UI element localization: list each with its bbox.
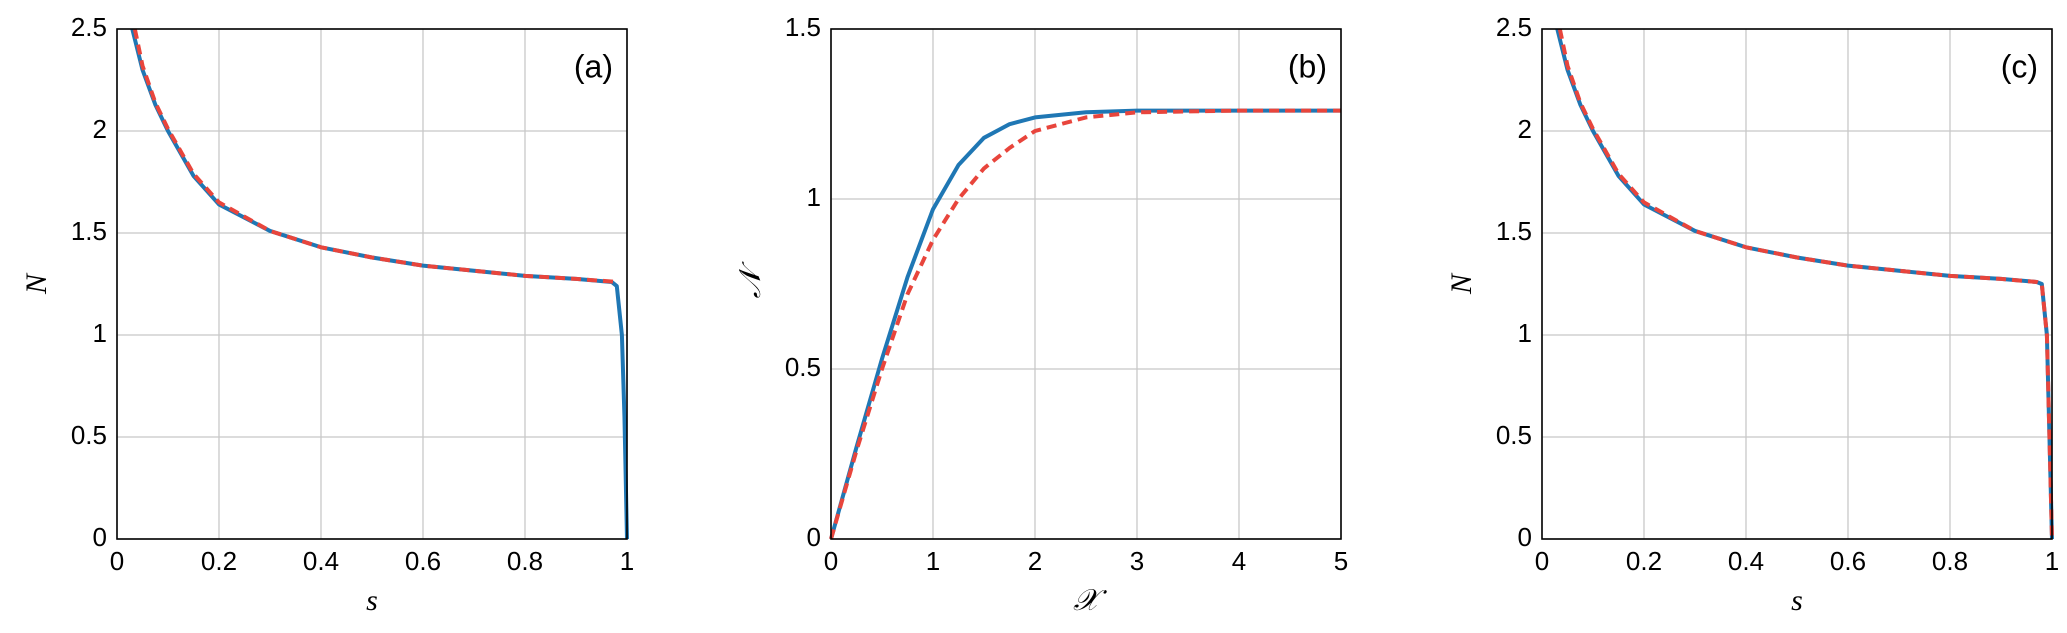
y-tick-label: 1.5 <box>71 216 107 246</box>
plot-frame <box>830 28 1342 540</box>
x-tick-label: 1 <box>620 546 634 576</box>
y-tick-label: 0.5 <box>71 420 107 450</box>
x-axis-label: s <box>366 584 378 617</box>
y-tick-label: 0 <box>93 522 107 552</box>
x-tick-label: 0.8 <box>1932 546 1968 576</box>
y-tick-label: 2 <box>1518 114 1532 144</box>
x-tick-label: 0.2 <box>201 546 237 576</box>
y-tick-label: 1 <box>807 182 821 212</box>
x-axis-label: s <box>1791 584 1803 617</box>
data-line <box>829 108 1341 540</box>
y-tick-label: 2.5 <box>71 12 107 42</box>
x-tick-label: 0.2 <box>1626 546 1662 576</box>
x-tick-label: 0 <box>110 546 124 576</box>
panel-label: (c) <box>2001 48 2038 84</box>
data-line <box>829 108 1341 540</box>
x-tick-label: 0 <box>1535 546 1549 576</box>
x-axis-label: 𝒳 <box>1073 584 1107 617</box>
y-tick-label: 2 <box>93 114 107 144</box>
data-line <box>1557 28 2054 540</box>
y-tick-label: 0.5 <box>1496 420 1532 450</box>
x-tick-label: 2 <box>1028 546 1042 576</box>
y-tick-label: 0 <box>1518 522 1532 552</box>
y-tick-label: 1 <box>1518 318 1532 348</box>
data-line <box>1555 28 2054 540</box>
panel-label: (a) <box>574 48 613 84</box>
plot-frame <box>116 28 628 540</box>
y-axis-label: N <box>20 272 53 295</box>
y-tick-label: 1.5 <box>1496 216 1532 246</box>
x-tick-label: 0.4 <box>303 546 339 576</box>
y-tick-label: 2.5 <box>1496 12 1532 42</box>
x-tick-label: 0.6 <box>405 546 441 576</box>
y-tick-label: 1.5 <box>785 12 821 42</box>
y-tick-label: 0.5 <box>785 352 821 382</box>
x-tick-label: 0.8 <box>507 546 543 576</box>
x-tick-label: 1 <box>2045 546 2059 576</box>
x-tick-label: 0.4 <box>1728 546 1764 576</box>
x-tick-label: 5 <box>1334 546 1348 576</box>
panel-label: (b) <box>1288 48 1327 84</box>
y-tick-label: 1 <box>93 318 107 348</box>
x-tick-label: 0 <box>824 546 838 576</box>
data-line <box>132 28 617 284</box>
plot-frame <box>1541 28 2053 540</box>
x-tick-label: 1 <box>926 546 940 576</box>
x-tick-label: 4 <box>1232 546 1246 576</box>
data-line <box>130 28 629 540</box>
y-tick-label: 0 <box>807 522 821 552</box>
x-tick-label: 0.6 <box>1830 546 1866 576</box>
x-tick-label: 3 <box>1130 546 1144 576</box>
y-axis-label: N <box>1445 272 1478 295</box>
y-axis-label: 𝒩 <box>734 260 767 298</box>
